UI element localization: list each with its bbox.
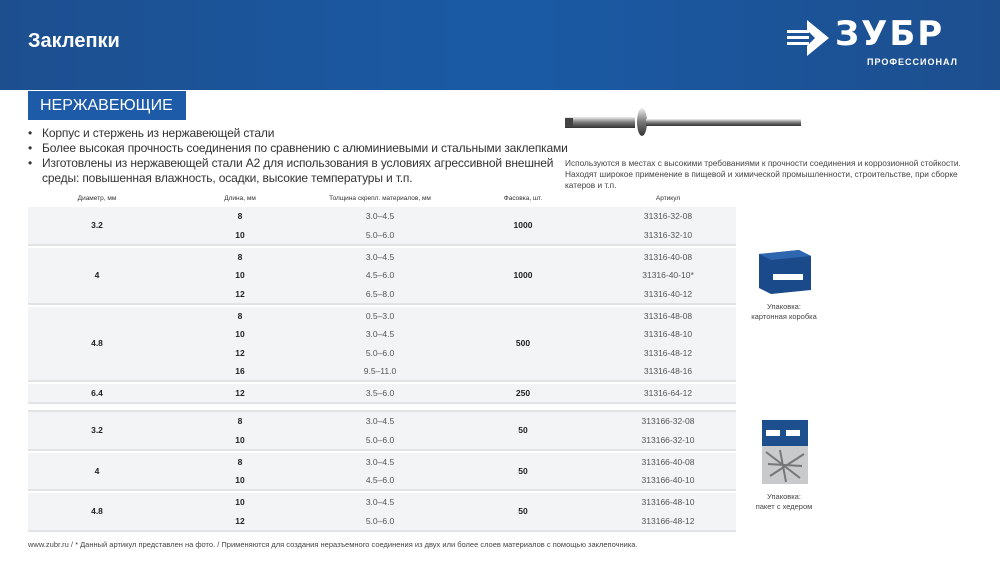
usage-description: Используются в местах с высокими требова…	[565, 158, 961, 190]
article-cell: 31316-32-10	[643, 229, 693, 240]
length-cell: 10	[235, 497, 245, 507]
packaging-bag-caption: Упаковка: пакет с хедером	[734, 492, 834, 512]
bag-package-image	[762, 420, 808, 484]
qty-cell: 50	[518, 506, 528, 517]
category-badge: НЕРЖАВЕЮЩИЕ	[28, 91, 186, 120]
length-cell: 10	[235, 434, 245, 445]
length-cell: 10	[235, 229, 245, 240]
logo-subtitle: ПРОФЕССИОНАЛ	[867, 57, 958, 67]
length-cell: 10	[235, 270, 245, 280]
diameter-cell: 4.8	[91, 338, 103, 349]
thickness-cell: 3.0–4.5	[365, 251, 395, 262]
qty-cell: 50	[518, 425, 528, 436]
article-cell: 31316-64-12	[643, 388, 693, 398]
thickness-cell: 3.0–4.5	[365, 211, 395, 221]
article-cell: 31316-40-12	[643, 288, 693, 299]
length-cell: 8	[237, 251, 243, 262]
packaging-type: пакет с хедером	[755, 502, 813, 511]
col-qty: Фасовка, шт.	[503, 195, 543, 202]
col-thickness: Толщина скрепл. материалов, мм	[329, 195, 431, 202]
diameter-cell: 4	[94, 270, 100, 280]
length-cell: 8	[237, 416, 243, 426]
thickness-cell: 5.0–6.0	[365, 347, 395, 358]
col-diameter: Диаметр, мм	[77, 195, 117, 202]
diameter-cell: 3.2	[91, 220, 103, 231]
article-cell: 313166-32-10	[641, 434, 695, 445]
feature-item: Изготовлены из нержавеющей стали A2 для …	[28, 156, 576, 186]
stainless-table-bag: 3.2 50 8 3.0–4.5 313166-32-08 10 5.0–6.0 313166…	[28, 410, 736, 532]
article-cell: 313166-48-12	[641, 515, 695, 526]
length-cell: 8	[237, 456, 243, 467]
thickness-cell: 9.5–11.0	[363, 366, 397, 376]
thickness-cell: 5.0–6.0	[365, 229, 395, 240]
packaging-box-caption: Упаковка: картонная коробка	[734, 302, 834, 322]
diameter-cell: 6.4	[91, 388, 103, 398]
article-cell: 31316-40-08	[643, 251, 693, 262]
thickness-cell: 3.0–4.5	[365, 456, 395, 467]
table-group: 4 1000 8 3.0–4.5 31316-40-08 10 4.5–6.0 31316-4…	[28, 247, 736, 305]
table-group: 4 50 8 3.0–4.5 313166-40-08 10 4.5–6.0 313166-4…	[28, 452, 736, 491]
logo-word: ЗУБР	[835, 14, 945, 54]
diameter-cell: 4.8	[91, 506, 103, 517]
table-group: 6.4 250 12 3.5–6.0 31316-64-12	[28, 384, 736, 404]
qty-cell: 500	[515, 338, 531, 349]
thickness-cell: 6.5–8.0	[365, 288, 395, 299]
thickness-cell: 3.0–4.5	[365, 416, 395, 426]
footer-note: www.zubr.ru / * Данный артикул представл…	[28, 540, 638, 549]
article-cell: 31316-48-10	[643, 329, 693, 339]
table-group: 3.2 1000 8 3.0–4.5 31316-32-08 10 5.0–6.0 31316…	[28, 207, 736, 246]
article-cell: 31316-48-16	[643, 366, 693, 376]
thickness-cell: 3.5–6.0	[365, 388, 395, 398]
article-cell: 31316-48-12	[643, 347, 693, 358]
box-package-image	[759, 250, 811, 294]
rivet-image	[565, 108, 801, 136]
page-title: Заклепки	[28, 30, 120, 52]
length-cell: 8	[237, 211, 243, 221]
feature-item: Более высокая прочность соединения по ср…	[28, 141, 576, 156]
article-cell: 313166-40-10	[641, 475, 695, 485]
thickness-cell: 5.0–6.0	[365, 515, 395, 526]
header-banner: Заклепки ЗУБР ПРОФЕССИОНАЛ	[0, 0, 1000, 90]
length-cell: 12	[235, 388, 245, 398]
article-cell: 313166-32-08	[641, 416, 695, 426]
qty-cell: 1000	[513, 270, 533, 280]
length-cell: 12	[235, 288, 245, 299]
article-cell: 31316-32-08	[643, 211, 693, 221]
length-cell: 10	[235, 329, 245, 339]
length-cell: 16	[235, 366, 245, 376]
packaging-type: картонная коробка	[751, 312, 817, 321]
length-cell: 12	[235, 347, 245, 358]
length-cell: 8	[237, 310, 243, 321]
qty-cell: 50	[518, 465, 528, 476]
col-length: Длина, мм	[224, 195, 256, 202]
col-article: Артикул	[655, 195, 681, 202]
article-cell: 31316-40-10*	[642, 270, 694, 280]
packaging-label: Упаковка:	[767, 492, 801, 501]
thickness-cell: 3.0–4.5	[365, 497, 395, 507]
diameter-cell: 3.2	[91, 425, 103, 436]
packaging-label: Упаковка:	[767, 302, 801, 311]
thickness-cell: 4.5–6.0	[365, 270, 395, 280]
article-cell: 31316-48-08	[643, 310, 693, 321]
table-group: 4.8 500 8 0.5–3.0 31316-48-08 10 3.0–4.5 31316-…	[28, 306, 736, 382]
qty-cell: 1000	[513, 220, 533, 231]
feature-list: Корпус и стержень из нержавеющей стали Б…	[28, 126, 576, 186]
thickness-cell: 4.5–6.0	[365, 475, 395, 485]
feature-item: Корпус и стержень из нержавеющей стали	[28, 126, 576, 141]
qty-cell: 250	[515, 388, 531, 398]
thickness-cell: 0.5–3.0	[365, 310, 395, 321]
table-header: Диаметр, мм Длина, мм Толщина скрепл. ма…	[28, 195, 736, 207]
article-cell: 313166-48-10	[641, 497, 695, 507]
article-cell: 313166-40-08	[641, 456, 695, 467]
diameter-cell: 4	[94, 465, 100, 476]
length-cell: 10	[235, 475, 245, 485]
table-group: 4.8 50 10 3.0–4.5 313166-48-10 12 5.0–6.0 31316…	[28, 493, 736, 532]
length-cell: 12	[235, 515, 245, 526]
thickness-cell: 5.0–6.0	[365, 434, 395, 445]
thickness-cell: 3.0–4.5	[365, 329, 395, 339]
table-group: 3.2 50 8 3.0–4.5 313166-32-08 10 5.0–6.0 313166…	[28, 412, 736, 451]
zubr-logo: ЗУБР ПРОФЕССИОНАЛ	[785, 14, 980, 70]
logo-arrow-icon	[787, 20, 829, 56]
